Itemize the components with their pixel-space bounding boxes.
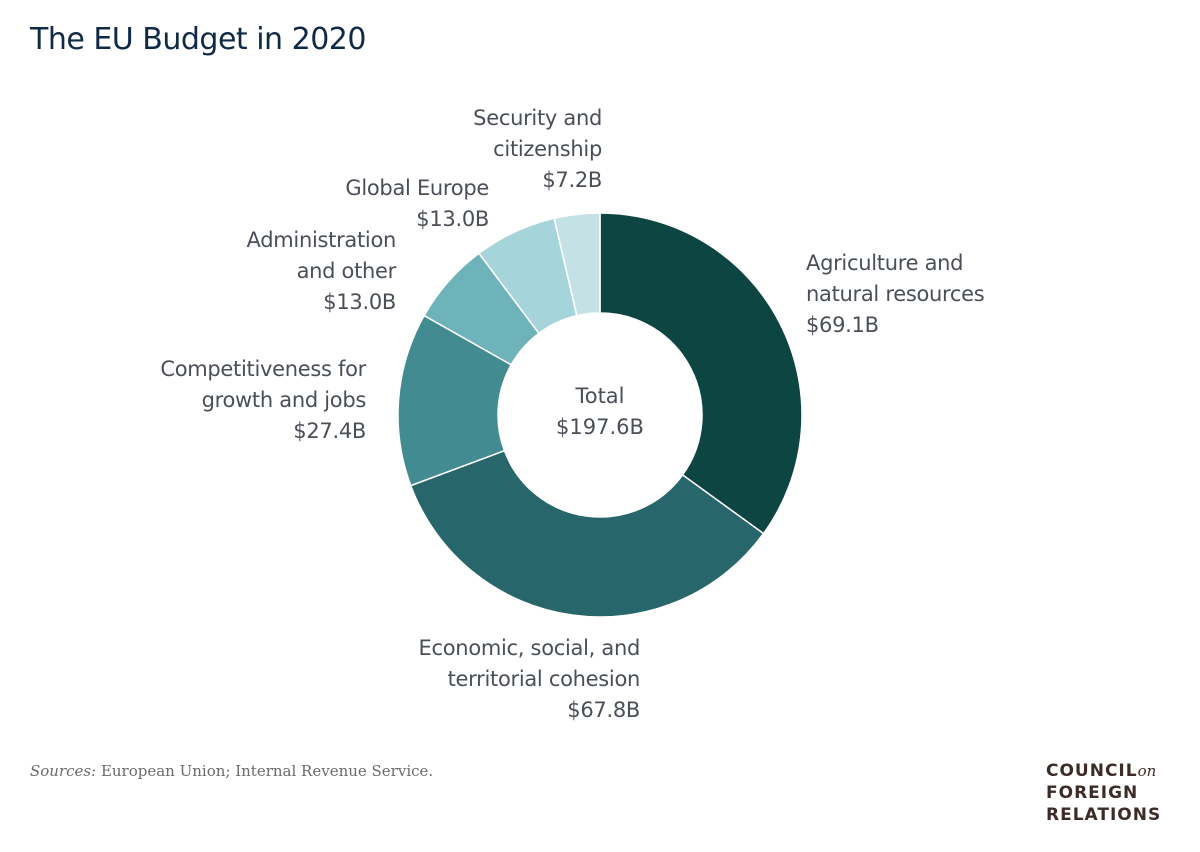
donut-slice-5 — [553, 212, 601, 317]
logo-on: on — [1137, 762, 1157, 780]
label-line: Global Europe — [345, 176, 489, 200]
slice-label-global-europe: Global Europe $13.0B — [189, 173, 489, 235]
label-line: growth and jobs — [201, 388, 367, 412]
center-value: $197.6B — [556, 415, 644, 439]
value-label: $69.1B — [806, 313, 879, 337]
value-label: $27.4B — [293, 419, 366, 443]
label-line: Agriculture and — [806, 251, 964, 275]
logo-line: FOREIGN — [1046, 783, 1139, 803]
value-label: $7.2B — [542, 168, 602, 192]
value-label: $13.0B — [323, 290, 396, 314]
label-line: territorial cohesion — [447, 667, 641, 691]
label-line: Administration — [246, 228, 397, 252]
label-line: citizenship — [493, 137, 602, 161]
label-line: Economic, social, and — [418, 636, 641, 660]
chart-title: The EU Budget in 2020 — [30, 22, 366, 57]
donut-slice-0 — [599, 212, 803, 535]
logo-line: COUNCIL — [1046, 761, 1138, 781]
label-line: and other — [296, 259, 397, 283]
slice-label-administration: Administration and other $13.0B — [96, 225, 397, 318]
center-label: Total — [575, 384, 625, 408]
label-line: Competitiveness for — [160, 357, 366, 381]
slice-label-competitiveness: Competitiveness for growth and jobs $27.… — [66, 354, 366, 447]
label-line: natural resources — [806, 282, 985, 306]
label-line: Security and — [473, 106, 602, 130]
cfr-logo: COUNCILon FOREIGN RELATIONS — [1046, 760, 1161, 826]
center-total: Total $197.6B — [500, 381, 700, 443]
logo-line: RELATIONS — [1046, 805, 1162, 825]
slice-label-economic: Economic, social, and territorial cohesi… — [340, 633, 641, 726]
value-label: $67.8B — [567, 698, 640, 722]
slice-label-security: Security and citizenship $7.2B — [302, 103, 602, 196]
source-note: Sources: European Union; Internal Revenu… — [30, 762, 433, 780]
slice-label-agriculture: Agriculture and natural resources $69.1B — [806, 248, 985, 341]
value-label: $13.0B — [416, 207, 489, 231]
donut-slice-1 — [409, 449, 765, 618]
source-text: European Union; Internal Revenue Service… — [96, 762, 434, 780]
source-prefix: Sources: — [30, 762, 97, 780]
